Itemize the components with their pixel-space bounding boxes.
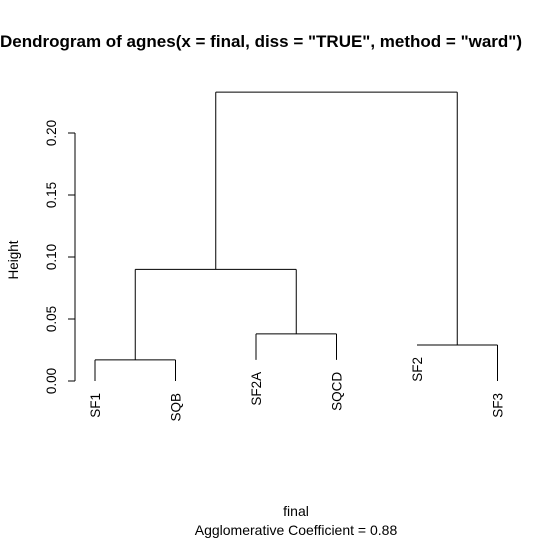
- leaf-label: SF3: [491, 393, 506, 418]
- dendrogram-tree: [94, 91, 498, 381]
- y-tick-label: 0.10: [44, 244, 59, 270]
- x-axis-label: final: [283, 503, 309, 519]
- y-tick-label: 0.05: [44, 306, 59, 332]
- leaf-label: SF2A: [249, 372, 264, 406]
- agglomerative-coefficient: Agglomerative Coefficient = 0.88: [195, 522, 398, 538]
- leaf-labels: SF1 SQB SF2A SQCD SF2 SF3: [88, 357, 506, 421]
- y-axis-label: Height: [6, 240, 21, 279]
- y-tick-label: 0.00: [44, 368, 59, 394]
- y-tick-label: 0.20: [44, 120, 59, 146]
- leaf-label: SQCD: [330, 372, 345, 411]
- y-axis: 0.00 0.05 0.10 0.15 0.20: [44, 120, 76, 394]
- y-tick-label: 0.15: [44, 182, 59, 208]
- leaf-label: SF2: [410, 357, 425, 382]
- chart-title: Dendrogram of agnes(x = final, diss = "T…: [0, 32, 522, 51]
- leaf-label: SF1: [88, 393, 103, 418]
- leaf-label: SQB: [169, 393, 184, 422]
